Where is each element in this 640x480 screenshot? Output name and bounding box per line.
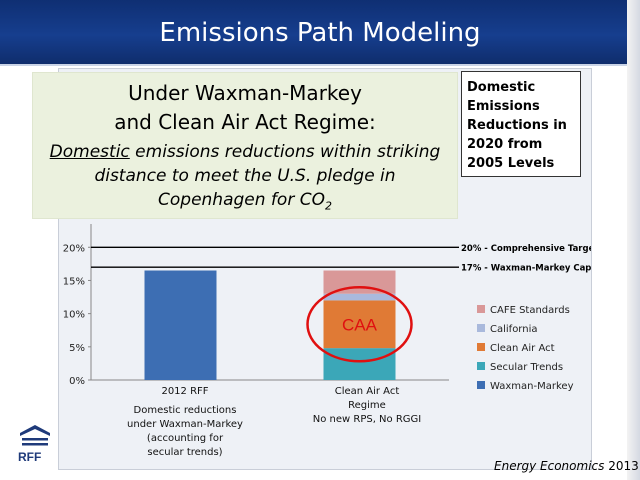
- category-label-1: 2012 RFF Domestic reductions under Waxma…: [120, 385, 250, 460]
- category-1-desc-4: secular trends): [147, 447, 223, 458]
- legend-swatch: [477, 305, 485, 313]
- logo-text: RFF: [18, 450, 42, 464]
- rff-logo-icon: [20, 425, 50, 446]
- legend-swatch: [477, 362, 485, 370]
- legend-swatch: [477, 324, 485, 332]
- bar-segment-clean-air-act: [323, 300, 396, 349]
- legend-label: Clean Air Act: [490, 343, 555, 354]
- legend-swatch: [477, 343, 485, 351]
- category-1-desc-1: Domestic reductions: [133, 405, 237, 416]
- y-tick-label: 5%: [69, 343, 85, 354]
- callout-body: Domestic emissions reductions within str…: [33, 140, 457, 218]
- legend-label: California: [490, 324, 538, 335]
- y-tick-label: 20%: [63, 243, 85, 254]
- reference-line-label: 20% - Comprehensive Target: [461, 244, 591, 254]
- credit-journal: Energy Economics: [494, 459, 605, 473]
- caa-highlight-ellipse: [306, 286, 413, 363]
- callout-subscript: 2: [324, 199, 332, 213]
- bar-segment-waxman-markey: [144, 270, 217, 380]
- category-label-2: Clean Air Act Regime No new RPS, No RGGI: [302, 385, 432, 427]
- bar-segment-cafe-standards: [323, 270, 396, 294]
- caa-annotation-label: CAA: [342, 315, 378, 334]
- bar-segment-california: [323, 293, 396, 301]
- y-tick-label: 15%: [63, 276, 85, 287]
- category-1-name: 2012 RFF: [161, 386, 209, 397]
- slide-title: Emissions Path Modeling: [159, 18, 481, 48]
- window-edge: [627, 0, 640, 480]
- chart-note-box: Domestic Emissions Reductions in 2020 fr…: [461, 71, 581, 177]
- category-2-desc: No new RPS, No RGGI: [312, 414, 422, 425]
- title-bar: Emissions Path Modeling: [0, 0, 640, 66]
- callout-body-3: Copenhagen for CO: [158, 190, 325, 210]
- category-2-name-2: Regime: [348, 400, 386, 411]
- source-credit: Energy Economics 2013: [494, 459, 639, 473]
- legend-label: Waxman-Markey: [490, 381, 574, 392]
- callout-emphasis: Domestic: [49, 142, 130, 162]
- stacked-bar-chart: 0% 5% 10% 15% 20% 20% - Comprehensive Target 1…: [63, 224, 591, 392]
- category-1-desc-3: (accounting for: [146, 433, 224, 444]
- callout-heading-1: Under Waxman-Markey: [128, 81, 362, 105]
- category-1-desc-2: under Waxman-Markey: [127, 419, 243, 430]
- legend-label: CAFE Standards: [490, 305, 570, 316]
- callout-body-1: emissions reductions within striking: [129, 142, 441, 162]
- legend-label: Secular Trends: [490, 362, 563, 373]
- credit-year: 2013: [604, 459, 639, 473]
- callout-body-2: distance to meet the U.S. pledge in: [94, 166, 396, 186]
- legend-swatch: [477, 381, 485, 389]
- y-tick-label: 0%: [69, 376, 85, 387]
- y-tick-label: 10%: [63, 310, 85, 321]
- reference-line-label: 17% - Waxman-Markey Cap: [461, 264, 591, 274]
- bar-segment-secular-trends: [323, 348, 396, 380]
- callout-box: Under Waxman-Markey and Clean Air Act Re…: [33, 73, 457, 218]
- callout-heading-2: and Clean Air Act Regime:: [114, 110, 376, 134]
- category-2-name-1: Clean Air Act: [334, 386, 400, 397]
